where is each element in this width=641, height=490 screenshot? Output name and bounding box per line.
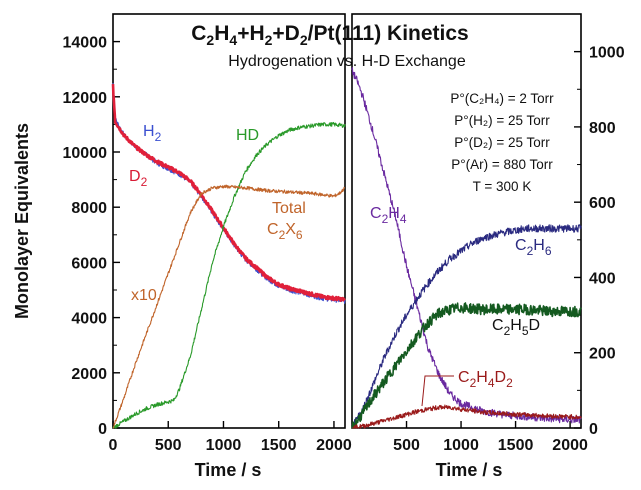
right-y-tick-label: 400 bbox=[589, 270, 616, 287]
right-panel-frame bbox=[351, 13, 582, 429]
label-c2h4: C2H4 bbox=[370, 205, 407, 226]
condition-temperature: T = 300 K bbox=[473, 179, 532, 194]
left-panel-frame bbox=[112, 13, 346, 429]
left-y-tick-label: 4000 bbox=[71, 311, 107, 328]
right-y-tick-label: 600 bbox=[589, 195, 616, 212]
chart-title: C2H4+H2+D2/Pt(111) Kinetics bbox=[191, 22, 468, 48]
right-x-tick-label: 2000 bbox=[552, 437, 588, 454]
condition-h2: P°(H₂) = 25 Torr bbox=[454, 113, 550, 128]
left-y-axis-title: Monolayer Equivalents bbox=[12, 123, 32, 319]
right-x-tick-label: 1000 bbox=[443, 437, 479, 454]
label-c2x6: C2X6 bbox=[267, 221, 303, 242]
label-h2: H2 bbox=[143, 123, 162, 144]
right-x-tick-label: 500 bbox=[393, 437, 420, 454]
right-y-tick-label: 0 bbox=[589, 421, 598, 438]
left-x-tick-label: 1500 bbox=[261, 437, 297, 454]
condition-ar: P°(Ar) = 880 Torr bbox=[451, 157, 553, 172]
label-x10: x10 bbox=[131, 287, 157, 304]
left-x-axis-title: Time / s bbox=[195, 460, 262, 480]
right-y-tick-label: 1000 bbox=[589, 45, 625, 62]
condition-d2: P°(D₂) = 25 Torr bbox=[454, 135, 550, 150]
chart-subtitle: Hydrogenation vs. H-D Exchange bbox=[228, 53, 466, 70]
label-hd: HD bbox=[236, 127, 259, 144]
left-y-tick-label: 8000 bbox=[71, 200, 107, 217]
series-layer bbox=[111, 67, 582, 429]
label-c2h6: C2H6 bbox=[515, 237, 552, 258]
left-y-tick-label: 12000 bbox=[63, 90, 108, 107]
left-x-tick-label: 500 bbox=[155, 437, 182, 454]
series-line-c2h4d2 bbox=[351, 404, 582, 429]
series-line-c2h4 bbox=[351, 67, 582, 424]
right-y-tick-label: 800 bbox=[589, 120, 616, 137]
left-y-tick-label: 14000 bbox=[63, 35, 108, 52]
label-d2: D2 bbox=[129, 168, 148, 189]
right-x-axis-title: Time / s bbox=[436, 460, 503, 480]
left-y-tick-label: 0 bbox=[98, 421, 107, 438]
left-x-tick-label: 1000 bbox=[206, 437, 242, 454]
right-x-tick-label: 1500 bbox=[498, 437, 534, 454]
left-x-tick-label: 0 bbox=[109, 437, 118, 454]
left-x-tick-label: 2000 bbox=[316, 437, 352, 454]
label-c2h5d: C2H5D bbox=[492, 317, 540, 338]
series-line-d2 bbox=[111, 84, 346, 303]
series-line-hd bbox=[112, 121, 346, 429]
label-total: Total bbox=[272, 200, 306, 217]
left-y-tick-label: 10000 bbox=[63, 145, 108, 162]
right-y-tick-label: 200 bbox=[589, 346, 616, 363]
condition-c2h4: P°(C₂H₄) = 2 Torr bbox=[450, 91, 554, 106]
conditions-block: P°(C₂H₄) = 2 Torr P°(H₂) = 25 Torr P°(D₂… bbox=[450, 91, 554, 194]
left-y-tick-label: 6000 bbox=[71, 255, 107, 272]
c2h4d2-leader-line bbox=[421, 375, 454, 407]
series-line-c2h6 bbox=[351, 224, 582, 429]
label-c2h4d2: C2H4D2 bbox=[458, 369, 513, 390]
series-line-c2h5d bbox=[351, 302, 582, 429]
series-line-total bbox=[112, 184, 346, 429]
left-y-tick-label: 2000 bbox=[71, 366, 107, 383]
